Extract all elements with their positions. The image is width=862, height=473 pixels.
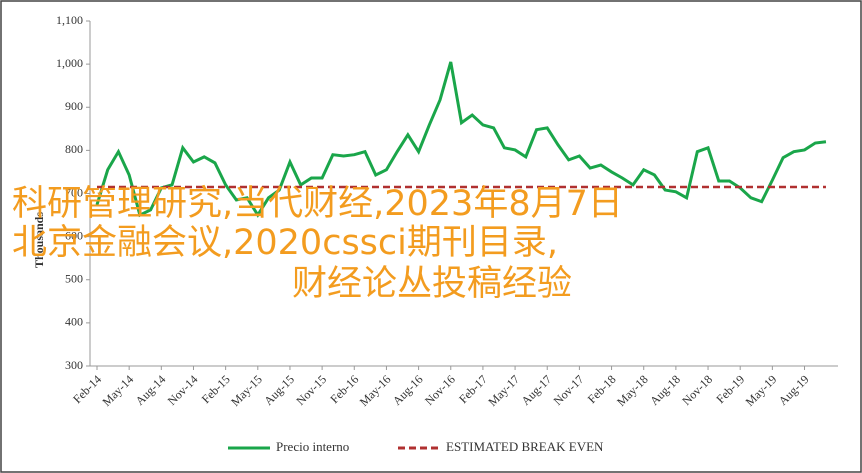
y-tick-label: 1,100 [56,13,83,27]
y-tick-label: 700 [65,185,83,199]
y-tick-label: 400 [65,315,83,329]
series-line [95,61,827,218]
overlay-text: 北京金融会议,2020cssci期刊目录, [12,223,558,263]
y-tick-label: 1,000 [56,56,83,70]
y-tick-label: 900 [65,99,83,113]
overlay-text: 科研管理研究,当代财经,2023年8月7日 [12,184,623,224]
legend-label: Precio interno [276,439,349,454]
overlay-text: 财经论丛投稿经验 [292,264,572,304]
y-axis-title: Thousands [32,212,46,268]
y-tick-label: 300 [65,358,83,372]
y-tick-label: 800 [65,142,83,156]
legend-label: ESTIMATED BREAK EVEN [446,439,604,454]
y-tick-label: 600 [65,228,83,242]
y-tick-label: 500 [65,272,83,286]
